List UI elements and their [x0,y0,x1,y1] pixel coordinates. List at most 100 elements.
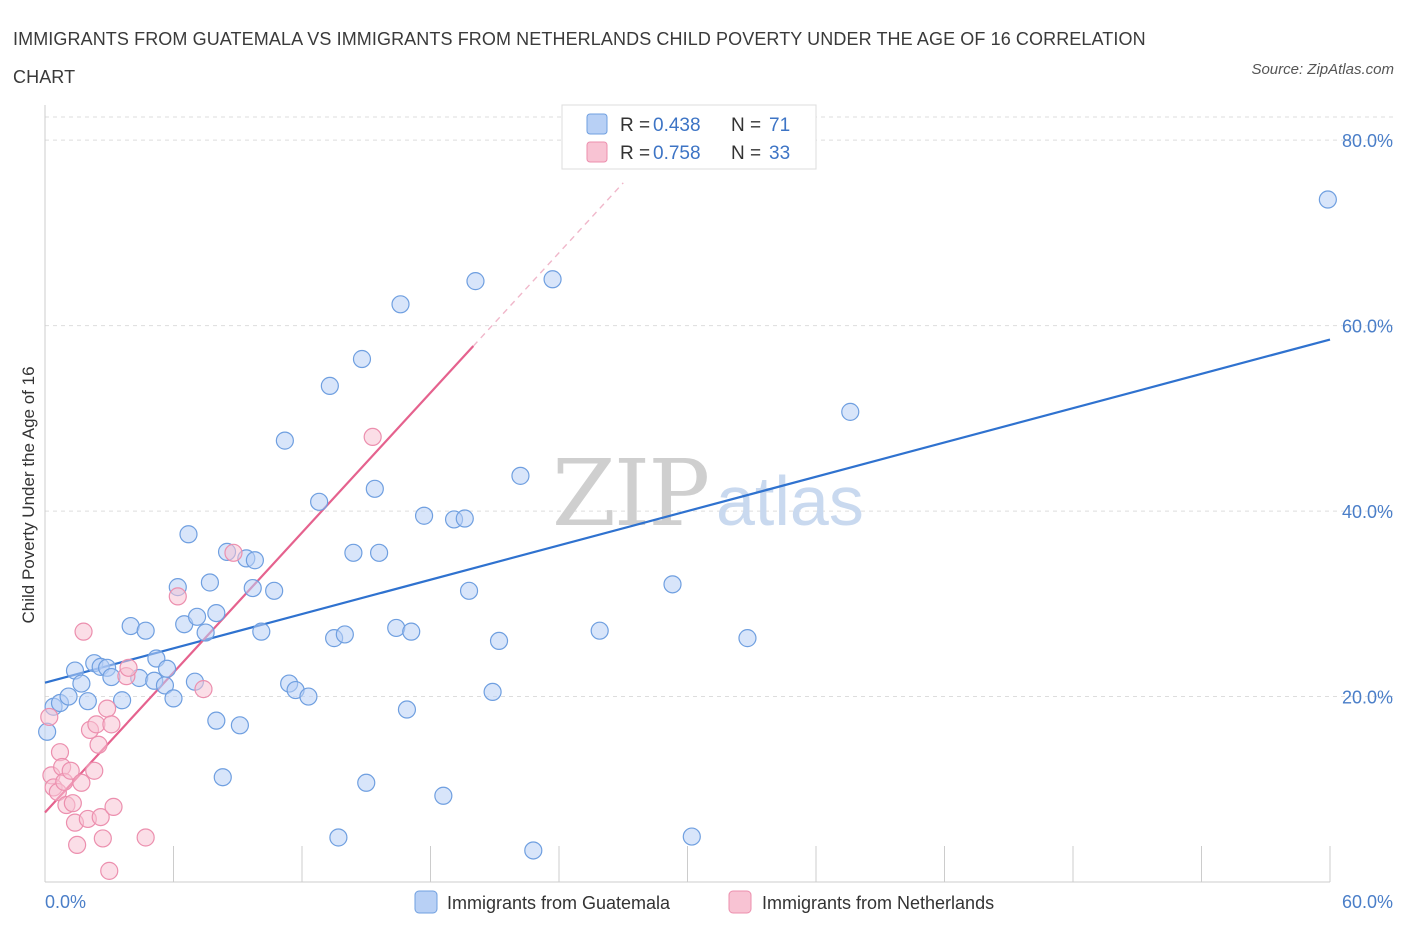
data-point-blue [434,786,453,805]
data-point-blue [299,687,318,706]
series-legend: Immigrants from Guatemala Immigrants fro… [414,890,994,914]
y-tick-label: 60.0% [1342,317,1393,337]
data-point-blue [136,621,155,640]
data-point-blue [265,581,284,600]
data-point-pink [40,707,59,727]
data-point-pink [93,829,112,848]
y-axis-label: Child Poverty Under the Age of 16 [19,366,38,623]
data-point-pink [102,715,121,734]
data-point-blue [590,621,609,640]
trend-line-pink [44,345,475,814]
legend-n-value-netherlands: 33 [769,143,790,164]
data-point-blue [370,543,389,562]
data-point-blue [329,828,348,847]
data-point-blue [459,581,479,600]
data-point-pink [136,828,155,847]
data-point-blue [414,506,434,525]
series-legend-label-guatemala: Immigrants from Guatemala [447,893,671,913]
watermark-zip: ZIP [552,440,708,547]
watermark-atlas: atlas [716,462,864,540]
data-point-blue [78,692,97,711]
data-point-blue [187,607,207,626]
series-legend-label-netherlands: Immigrants from Netherlands [762,893,994,913]
data-point-blue [524,841,543,860]
data-point-pink [72,773,91,792]
data-point-blue [213,768,232,787]
data-point-pink [119,658,138,677]
data-point-blue [72,674,91,693]
data-point-blue [365,479,384,498]
grid-lines [45,116,1395,698]
data-point-blue [466,272,485,291]
data-point-pink [50,743,70,762]
data-point-blue [387,618,406,638]
y-tick-label: 80.0% [1342,131,1393,151]
series-legend-swatch-guatemala [414,890,438,914]
data-point-pink [74,622,93,641]
data-point-pink [61,761,80,780]
data-point-blue [243,578,262,598]
legend-swatch-netherlands [586,141,608,163]
data-point-blue [157,659,177,678]
data-point-blue [511,466,530,485]
y-tick-label: 40.0% [1342,502,1393,522]
stats-legend: R = 0.438 N = 71 R = 0.758 N = 33 [561,104,817,170]
chart-title: IMMIGRANTS FROM GUATEMALA VS IMMIGRANTS … [13,29,1146,87]
data-point-blue [543,270,562,289]
data-point-blue [391,295,410,314]
data-point-blue [663,575,682,594]
data-point-blue [245,551,264,570]
legend-r-label-guatemala: R = [620,115,650,136]
legend-r-label-netherlands: R = [620,143,650,164]
source-credit: Source: ZipAtlas.com [1251,61,1394,78]
data-point-blue [335,625,354,644]
x-tick-label: 60.0% [1342,892,1393,912]
data-point-blue [207,711,226,730]
data-point-blue [121,616,140,636]
data-point-pink [98,699,117,718]
legend-n-label-guatemala: N = [731,115,761,136]
data-point-blue [179,525,198,544]
legend-swatch-guatemala [586,113,608,135]
data-point-blue [252,622,271,641]
data-point-pink [85,761,104,780]
x-tick-label: 0.0% [45,892,86,912]
legend-r-value-netherlands: 0.758 [653,143,701,164]
data-point-blue [455,509,474,528]
data-point-blue [682,827,701,846]
data-point-pink [224,543,243,562]
data-point-pink [104,797,123,816]
data-point-blue [112,691,132,710]
data-point-pink [89,735,108,754]
data-point-pink [91,807,110,827]
data-point-blue [1318,190,1337,209]
data-point-pink [194,680,213,699]
data-point-blue [275,431,294,450]
data-point-blue [402,622,421,641]
legend-n-label-netherlands: N = [731,143,761,164]
axes [44,105,1331,883]
data-point-blue [230,716,249,735]
data-point-pink [363,427,382,447]
data-points [38,190,1337,880]
data-point-blue [841,402,860,421]
data-point-blue [357,773,376,792]
trend-line-extension-pink [472,182,624,347]
data-point-blue [207,603,226,623]
data-point-blue [200,573,220,592]
data-point-blue [310,492,329,511]
data-point-pink [63,794,82,813]
series-legend-swatch-netherlands [728,890,752,914]
legend-r-value-guatemala: 0.438 [653,115,701,136]
legend-n-value-guatemala: 71 [769,115,790,136]
data-point-blue [489,631,509,651]
data-point-pink [68,835,87,855]
data-point-blue [738,629,757,648]
data-point-blue [196,623,215,642]
data-point-blue [320,376,339,396]
data-point-blue [483,682,502,702]
y-tick-label: 20.0% [1342,688,1393,708]
data-point-blue [344,543,363,562]
tick-labels: 20.0% 40.0% 60.0% 80.0% 0.0% 60.0% [45,131,1393,912]
